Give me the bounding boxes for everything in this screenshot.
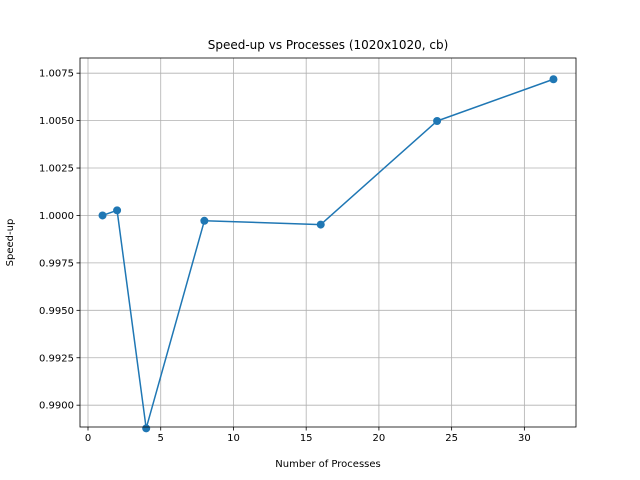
x-tick-label: 10: [227, 433, 240, 444]
data-point: [549, 75, 558, 84]
x-tick-label: 25: [445, 433, 458, 444]
x-axis-ticks: 0 5 10 15 20 25 30: [85, 427, 531, 444]
y-tick-label: 1.0050: [39, 116, 74, 127]
y-axis-label: Speed-up: [5, 219, 16, 267]
y-tick-label: 1.0075: [39, 69, 74, 80]
data-point: [113, 206, 122, 215]
y-tick-label: 0.9900: [39, 401, 74, 412]
x-tick-label: 15: [300, 433, 313, 444]
plot-frame: [79, 57, 577, 428]
y-tick-label: 0.9925: [39, 353, 74, 364]
y-tick-label: 0.9975: [39, 258, 74, 269]
x-tick-label: 30: [518, 433, 531, 444]
chart-title: Speed-up vs Processes (1020x1020, cb): [208, 38, 449, 52]
grid-lines: [80, 58, 576, 427]
data-point: [98, 211, 107, 220]
x-tick-label: 5: [158, 433, 164, 444]
data-point: [433, 116, 442, 125]
data-point: [316, 220, 325, 229]
y-tick-label: 0.9950: [39, 306, 74, 317]
x-axis-label: Number of Processes: [275, 459, 380, 470]
data-point: [142, 424, 151, 433]
x-tick-label: 0: [85, 433, 91, 444]
x-tick-label: 20: [373, 433, 386, 444]
y-tick-label: 1.0000: [39, 211, 74, 222]
y-tick-label: 1.0025: [39, 164, 74, 175]
data-series: [98, 75, 558, 433]
y-axis-ticks: 0.9900 0.9925 0.9950 0.9975 1.0000 1.0025 1.00…: [39, 69, 80, 412]
data-point: [200, 216, 209, 225]
plot-area: [80, 58, 576, 427]
